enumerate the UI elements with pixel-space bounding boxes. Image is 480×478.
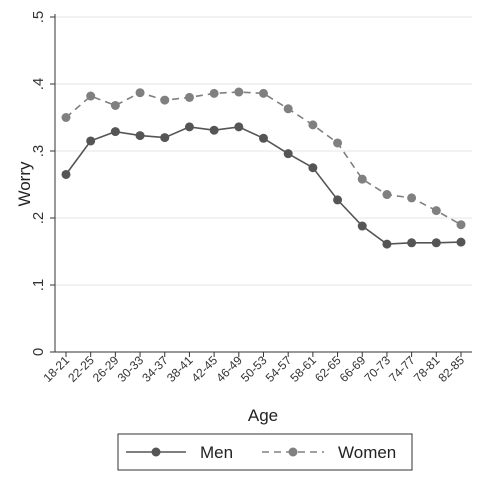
data-point-men: [357, 221, 367, 231]
data-point-men: [283, 149, 293, 159]
y-tick-label: .2: [30, 212, 47, 225]
series-line-women: [65, 91, 462, 226]
data-point-men: [456, 237, 466, 247]
data-point-men: [431, 238, 441, 248]
data-point-women: [431, 206, 441, 216]
data-point-men: [184, 122, 194, 132]
grid-lines: [55, 16, 472, 286]
data-point-women: [160, 95, 170, 105]
data-point-men: [209, 125, 219, 135]
data-point-men: [160, 133, 170, 143]
legend-men-label: Men: [200, 443, 233, 462]
y-axis-title: Worry: [15, 161, 34, 207]
data-point-men: [407, 238, 417, 248]
data-point-men: [110, 127, 120, 137]
data-point-men: [382, 239, 392, 249]
data-point-women: [333, 138, 343, 148]
data-point-women: [209, 88, 219, 98]
data-point-men: [308, 163, 318, 173]
data-point-women: [184, 92, 194, 102]
data-point-women: [259, 88, 268, 98]
y-tick-label: 0: [30, 348, 47, 356]
data-point-women: [456, 220, 466, 230]
legend-women-marker: [288, 447, 298, 457]
y-tick-label: .4: [30, 78, 47, 91]
y-tick-label: .3: [30, 145, 47, 158]
legend: Men Women: [117, 433, 413, 471]
data-point-men: [333, 195, 343, 205]
data-point-women: [357, 174, 367, 184]
data-point-women: [135, 88, 145, 98]
data-point-women: [407, 193, 417, 203]
data-point-men: [86, 136, 96, 146]
data-point-women: [61, 113, 71, 122]
y-axis-ticks: 0 .1 .2 .3 .4 .5: [30, 11, 55, 356]
series-group: [61, 87, 466, 249]
data-point-women: [382, 190, 392, 200]
data-point-women: [234, 87, 244, 97]
y-tick-label: .1: [30, 279, 47, 292]
data-point-women: [308, 120, 318, 130]
legend-men-marker: [151, 447, 161, 457]
x-axis-title: Age: [248, 406, 278, 425]
data-point-men: [135, 131, 145, 141]
data-point-women: [110, 100, 120, 110]
data-point-men: [61, 169, 71, 179]
legend-women-label: Women: [338, 443, 396, 462]
data-point-women: [86, 91, 96, 101]
data-point-women: [283, 104, 293, 114]
data-point-men: [259, 133, 268, 143]
y-tick-label: .5: [30, 11, 47, 24]
data-point-men: [234, 122, 244, 132]
